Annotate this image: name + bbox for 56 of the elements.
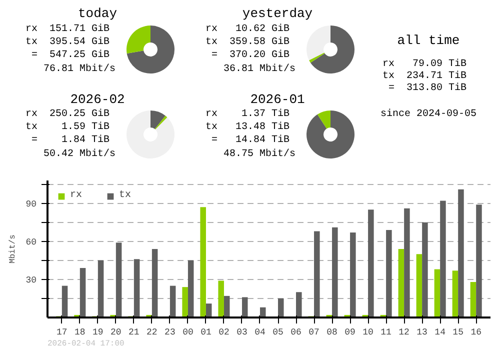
- x-tick-label: 09: [344, 328, 356, 338]
- y-axis-title: Mbit/s: [8, 234, 18, 264]
- x-tick-label: 07: [308, 328, 320, 338]
- x-tick-label: 00: [182, 328, 194, 338]
- text: = 1.84 TiB: [26, 134, 110, 146]
- legend-label: tx: [119, 190, 132, 201]
- text: rx 10.62 GiB: [206, 23, 290, 35]
- chart-title: yesterday: [242, 6, 313, 21]
- text: tx 1.59 TiB: [26, 121, 110, 133]
- x-tick-label: 16: [470, 328, 482, 338]
- text: 36.81 Mbit/s: [206, 63, 296, 75]
- text: = 547.25 GiB: [26, 49, 110, 61]
- y-tick-label: 30: [26, 275, 37, 286]
- text: 76.81 Mbit/s: [26, 63, 116, 75]
- x-tick-label: 13: [416, 328, 428, 338]
- text: = 313.80 TiB: [382, 82, 467, 94]
- text: all time: [397, 33, 460, 48]
- x-tick-label: 18: [74, 328, 86, 338]
- y-tick-label: 60: [26, 237, 37, 248]
- x-tick-label: 15: [452, 328, 464, 338]
- x-tick-label: 04: [254, 328, 266, 338]
- x-tick-label: 23: [164, 328, 176, 338]
- text: = 14.84 TiB: [206, 134, 290, 146]
- text: rx 250.25 GiB: [26, 108, 110, 120]
- x-tick-label: 10: [362, 328, 374, 338]
- text: 2026-02-04 17:00: [48, 340, 125, 348]
- x-tick-label: 06: [290, 328, 302, 338]
- x-tick-label: 11: [380, 328, 392, 338]
- text: rx 1.37 TiB: [206, 108, 290, 120]
- x-tick-label: 08: [326, 328, 338, 338]
- x-tick-label: 20: [110, 328, 122, 338]
- text: = 370.20 GiB: [206, 49, 290, 61]
- chart-title: 2026-02: [70, 92, 125, 107]
- x-tick-label: 05: [272, 328, 284, 338]
- x-tick-label: 19: [92, 328, 104, 338]
- x-tick-label: 14: [434, 328, 446, 338]
- text: 48.75 Mbit/s: [206, 148, 296, 160]
- text: tx 395.54 GiB: [26, 36, 110, 48]
- x-tick-label: 02: [218, 328, 230, 338]
- text: since 2024-09-05: [380, 108, 477, 120]
- x-tick-label: 21: [128, 328, 140, 338]
- x-tick-label: 17: [56, 328, 68, 338]
- x-tick-label: 01: [200, 328, 212, 338]
- x-tick-label: 12: [398, 328, 410, 338]
- y-tick-label: 90: [26, 199, 37, 210]
- text: tx 13.48 TiB: [206, 121, 290, 133]
- x-tick-label: 03: [236, 328, 248, 338]
- text: tx 359.58 GiB: [206, 36, 290, 48]
- text: rx 151.71 GiB: [26, 23, 110, 35]
- text: rx 79.09 TiB: [382, 58, 467, 70]
- chart-title: today: [78, 6, 118, 21]
- text: tx 234.71 TiB: [382, 70, 467, 82]
- legend-label: rx: [70, 190, 84, 201]
- text: 50.42 Mbit/s: [26, 148, 116, 160]
- x-tick-label: 22: [146, 328, 158, 338]
- chart-title: 2026-01: [250, 92, 306, 107]
